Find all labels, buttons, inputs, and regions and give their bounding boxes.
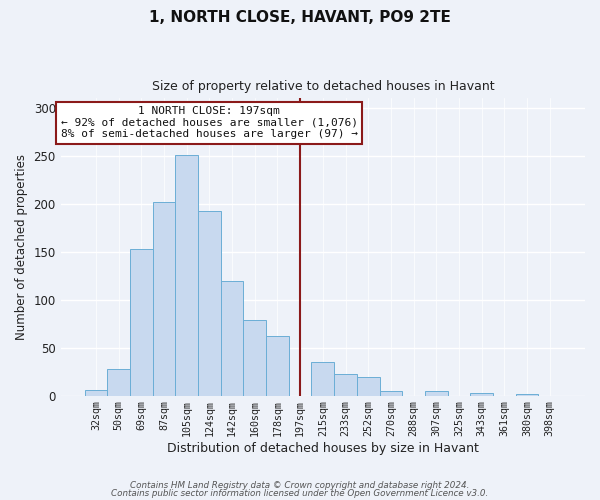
Text: 1 NORTH CLOSE: 197sqm
← 92% of detached houses are smaller (1,076)
8% of semi-de: 1 NORTH CLOSE: 197sqm ← 92% of detached … [61, 106, 358, 139]
Bar [198, 212, 221, 396]
Text: 1, NORTH CLOSE, HAVANT, PO9 2TE: 1, NORTH CLOSE, HAVANT, PO9 2TE [149, 10, 451, 25]
Bar [221, 282, 244, 396]
Bar [130, 249, 152, 396]
Bar [152, 202, 175, 396]
Bar [266, 336, 289, 396]
Text: Contains HM Land Registry data © Crown copyright and database right 2024.: Contains HM Land Registry data © Crown c… [130, 481, 470, 490]
Bar [244, 320, 266, 396]
Title: Size of property relative to detached houses in Havant: Size of property relative to detached ho… [152, 80, 494, 93]
Bar [380, 391, 402, 396]
Bar [85, 390, 107, 396]
Bar [311, 362, 334, 396]
Text: Contains public sector information licensed under the Open Government Licence v3: Contains public sector information licen… [112, 488, 488, 498]
Bar [175, 155, 198, 396]
Bar [470, 392, 493, 396]
Bar [334, 374, 357, 396]
Bar [516, 394, 538, 396]
Bar [357, 378, 380, 396]
Bar [425, 391, 448, 396]
X-axis label: Distribution of detached houses by size in Havant: Distribution of detached houses by size … [167, 442, 479, 455]
Bar [107, 368, 130, 396]
Y-axis label: Number of detached properties: Number of detached properties [15, 154, 28, 340]
